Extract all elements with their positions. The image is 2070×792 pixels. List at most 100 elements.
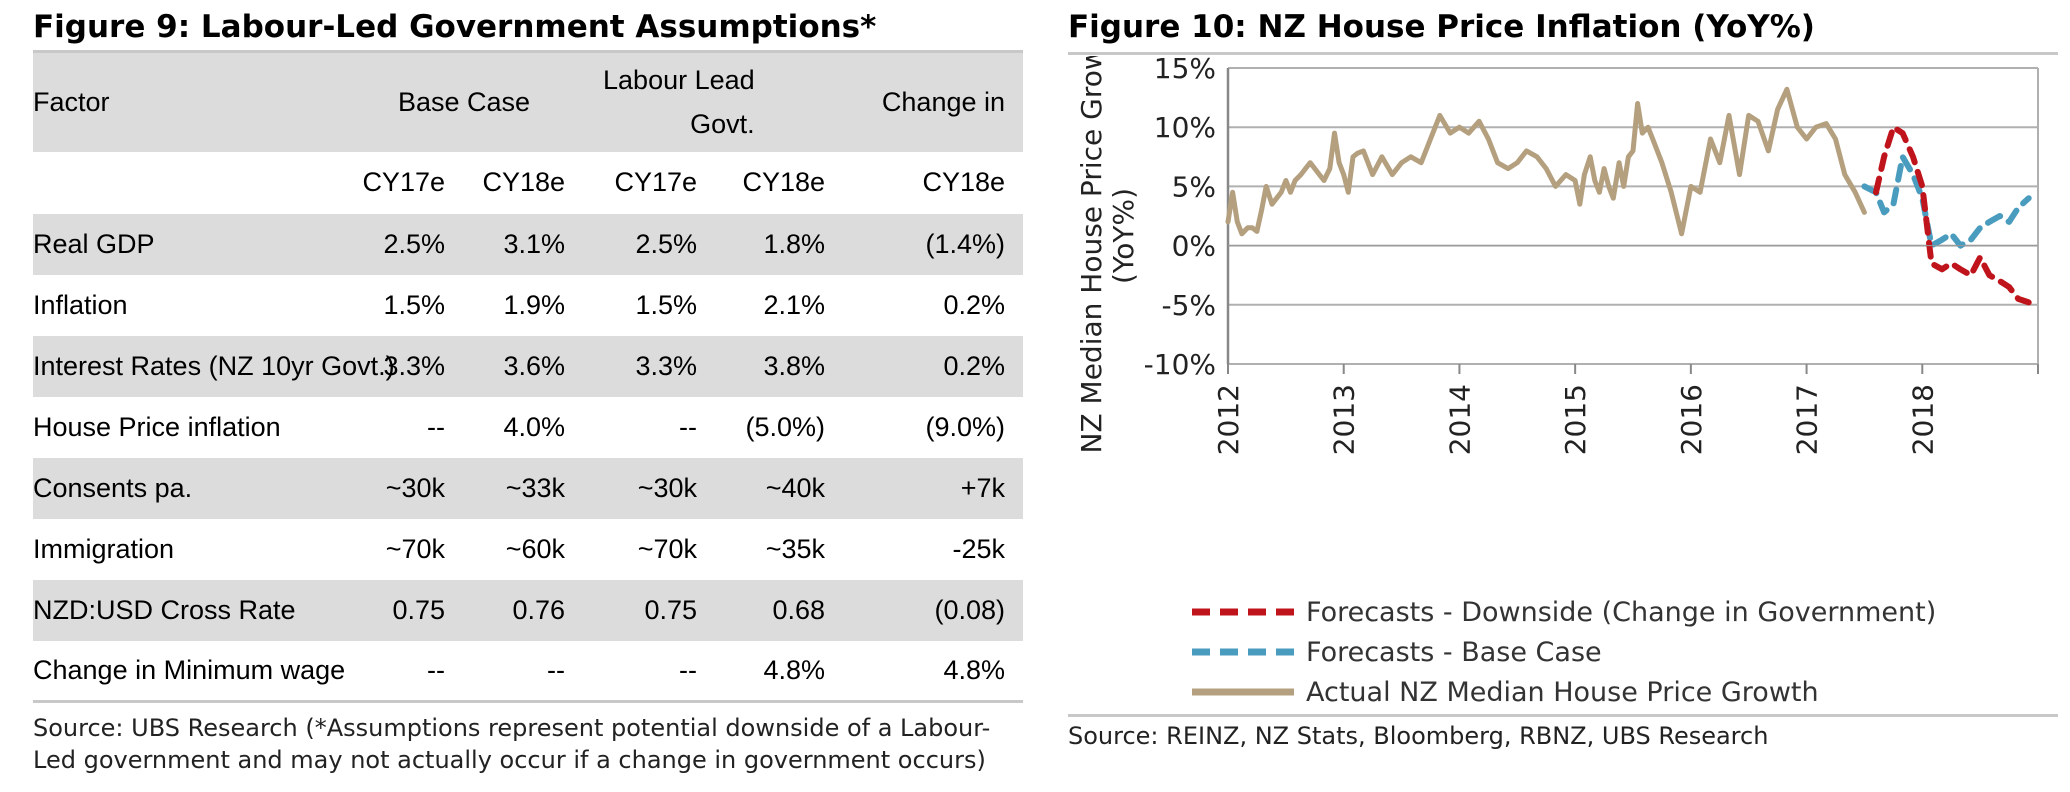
row-factor: House Price inflation bbox=[33, 411, 281, 442]
row-value: ~30k bbox=[385, 472, 445, 503]
legend-label-actual: Actual NZ Median House Price Growth bbox=[1306, 676, 1819, 708]
series-line-actual bbox=[1225, 86, 1867, 237]
row-value: -- bbox=[679, 411, 698, 442]
row-value: -- bbox=[679, 654, 698, 685]
y-tick-label: 10% bbox=[1154, 111, 1216, 144]
row-value: 3.6% bbox=[503, 350, 566, 381]
legend-item-base-case: Forecasts - Base Case bbox=[1188, 632, 1936, 672]
table-row: NZD:USD Cross Rate 0.75 0.76 0.75 0.68 (0.08) bbox=[33, 579, 1024, 641]
assumptions-table: Factor Base Case Labour Lead Govt. Chang… bbox=[33, 50, 1024, 703]
table-row: Consents pa. ~30k ~33k ~30k ~40k +7k bbox=[33, 457, 1024, 519]
row-value: 3.8% bbox=[763, 350, 826, 381]
series-line-base-case bbox=[1861, 153, 2032, 249]
figure-10: Figure 10: NZ House Price Inflation (YoY… bbox=[1068, 0, 2058, 750]
y-tick-label: 15% bbox=[1154, 56, 1216, 85]
figure-10-title: Figure 10: NZ House Price Inflation (YoY… bbox=[1068, 9, 1815, 45]
legend-swatch-base-case bbox=[1192, 648, 1294, 656]
year-base-cy18: CY18e bbox=[482, 167, 566, 197]
x-tick-label: 2016 bbox=[1675, 384, 1708, 455]
row-value: 2.5% bbox=[635, 228, 698, 259]
figure-10-bottom-rule bbox=[1068, 714, 2058, 717]
year-change-cy18: CY18e bbox=[922, 167, 1006, 197]
row-value: 0.75 bbox=[644, 594, 698, 625]
row-value: 2.1% bbox=[763, 289, 826, 320]
x-tick-label: 2014 bbox=[1443, 384, 1476, 455]
row-value: 0.2% bbox=[943, 289, 1006, 320]
row-value: 3.3% bbox=[635, 350, 698, 381]
row-value: ~60k bbox=[505, 533, 566, 564]
x-tick-label: 2017 bbox=[1791, 384, 1824, 455]
row-value: 3.1% bbox=[503, 228, 566, 259]
row-factor: Real GDP bbox=[33, 228, 155, 259]
chart-legend: Forecasts - Downside (Change in Governme… bbox=[1188, 592, 1936, 712]
row-value: -25k bbox=[952, 533, 1006, 564]
row-value: 1.5% bbox=[635, 289, 698, 320]
legend-item-downside: Forecasts - Downside (Change in Governme… bbox=[1188, 592, 1936, 632]
header-labour-lead-line2: Govt. bbox=[690, 109, 755, 140]
header-factor: Factor bbox=[33, 86, 110, 117]
table-year-row: CY17e CY18e CY17e CY18e CY18e bbox=[33, 151, 1024, 214]
row-factor: Immigration bbox=[33, 533, 175, 564]
year-labour-cy17: CY17e bbox=[614, 167, 698, 197]
house-price-chart: 15% 10% 5% 0% -5% -10%2012 2013 2014 2015 2016 201… bbox=[1075, 56, 2039, 455]
row-value: 1.8% bbox=[763, 228, 826, 259]
header-base-case: Base Case bbox=[397, 86, 531, 117]
x-tick-label: 2013 bbox=[1328, 384, 1361, 455]
row-value: ~33k bbox=[505, 472, 566, 503]
row-factor: Inflation bbox=[33, 289, 128, 320]
row-value: 4.8% bbox=[763, 654, 826, 685]
figure-9-title: Figure 9: Labour-Led Government Assumpti… bbox=[33, 9, 877, 45]
legend-item-actual: Actual NZ Median House Price Growth bbox=[1188, 672, 1936, 712]
legend-swatch-downside bbox=[1192, 608, 1294, 616]
row-value: 0.75 bbox=[392, 594, 445, 625]
header-change-in: Change in bbox=[881, 86, 1006, 117]
row-value: -- bbox=[547, 654, 566, 685]
table-row: House Price inflation -- 4.0% -- (5.0%) (9.0%… bbox=[33, 397, 1023, 458]
series-line-downside bbox=[1873, 124, 2032, 306]
year-base-cy17: CY17e bbox=[362, 167, 445, 197]
row-value: -- bbox=[427, 411, 445, 442]
row-value: 2.5% bbox=[383, 228, 445, 259]
y-tick-label: 0% bbox=[1172, 230, 1216, 263]
row-value: 0.76 bbox=[512, 594, 566, 625]
header-labour-lead-line1: Labour Lead bbox=[603, 65, 755, 96]
row-value: 4.8% bbox=[943, 654, 1006, 685]
row-value: (1.4%) bbox=[925, 228, 1006, 259]
table-header-row: Factor Base Case Labour Lead Govt. Chang… bbox=[33, 51, 1024, 152]
row-value: 3.3% bbox=[383, 350, 445, 381]
header-labour-lead-stack: Labour Lead Govt. bbox=[603, 58, 755, 146]
table-row: Inflation 1.5% 1.9% 1.5% 2.1% 0.2% bbox=[33, 275, 1023, 336]
figure-9-source: Source: UBS Research (*Assumptions repre… bbox=[33, 712, 990, 776]
year-blank bbox=[33, 152, 323, 214]
y-axis-title-line1: NZ Median House Price Growth bbox=[1075, 56, 1108, 453]
y-axis-title-line2: (YoY%) bbox=[1107, 188, 1140, 284]
row-value: (9.0%) bbox=[925, 411, 1006, 442]
x-tick-label: 2018 bbox=[1906, 384, 1939, 455]
row-value: ~30k bbox=[637, 472, 698, 503]
table-row: Interest Rates (NZ 10yr Govt.) 3.3% 3.6% 3.… bbox=[33, 335, 1024, 397]
row-factor: Interest Rates (NZ 10yr Govt.) bbox=[33, 350, 395, 381]
row-value: ~70k bbox=[385, 533, 445, 564]
row-value: ~40k bbox=[765, 472, 826, 503]
figure-9-source-line1: Source: UBS Research (*Assumptions repre… bbox=[33, 714, 991, 742]
row-factor: Change in Minimum wage bbox=[33, 654, 346, 685]
table-row: Immigration ~70k ~60k ~70k ~35k -25k bbox=[33, 519, 1023, 580]
row-value: (5.0%) bbox=[745, 411, 826, 442]
legend-swatch-actual bbox=[1192, 688, 1294, 696]
figure-9: Figure 9: Labour-Led Government Assumpti… bbox=[33, 0, 1024, 703]
y-tick-label: -5% bbox=[1161, 289, 1216, 322]
x-tick-label: 2015 bbox=[1559, 384, 1592, 455]
legend-label-base-case: Forecasts - Base Case bbox=[1306, 636, 1602, 668]
row-value: (0.08) bbox=[934, 594, 1006, 625]
row-value: 0.68 bbox=[772, 594, 826, 625]
y-tick-label: -10% bbox=[1144, 348, 1216, 381]
figure-10-top-rule bbox=[1068, 52, 2058, 55]
year-labour-cy18: CY18e bbox=[742, 167, 826, 197]
row-value: 4.0% bbox=[503, 411, 566, 442]
row-factor: Consents pa. bbox=[33, 472, 193, 503]
row-value: ~70k bbox=[637, 533, 698, 564]
row-value: ~35k bbox=[765, 533, 826, 564]
figure-10-source: Source: REINZ, NZ Stats, Bloomberg, RBNZ… bbox=[1068, 722, 1769, 750]
x-tick-label: 2012 bbox=[1212, 384, 1245, 455]
table-row: Real GDP 2.5% 3.1% 2.5% 1.8% (1.4%) bbox=[33, 213, 1024, 275]
